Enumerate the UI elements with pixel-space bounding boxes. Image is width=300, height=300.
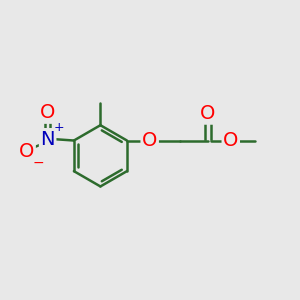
Text: +: + xyxy=(53,121,64,134)
Text: O: O xyxy=(200,104,216,123)
Text: O: O xyxy=(19,142,34,161)
Text: N: N xyxy=(40,130,55,148)
Text: O: O xyxy=(40,103,55,122)
Text: −: − xyxy=(32,156,44,170)
Text: O: O xyxy=(142,131,158,150)
Text: O: O xyxy=(223,131,238,150)
